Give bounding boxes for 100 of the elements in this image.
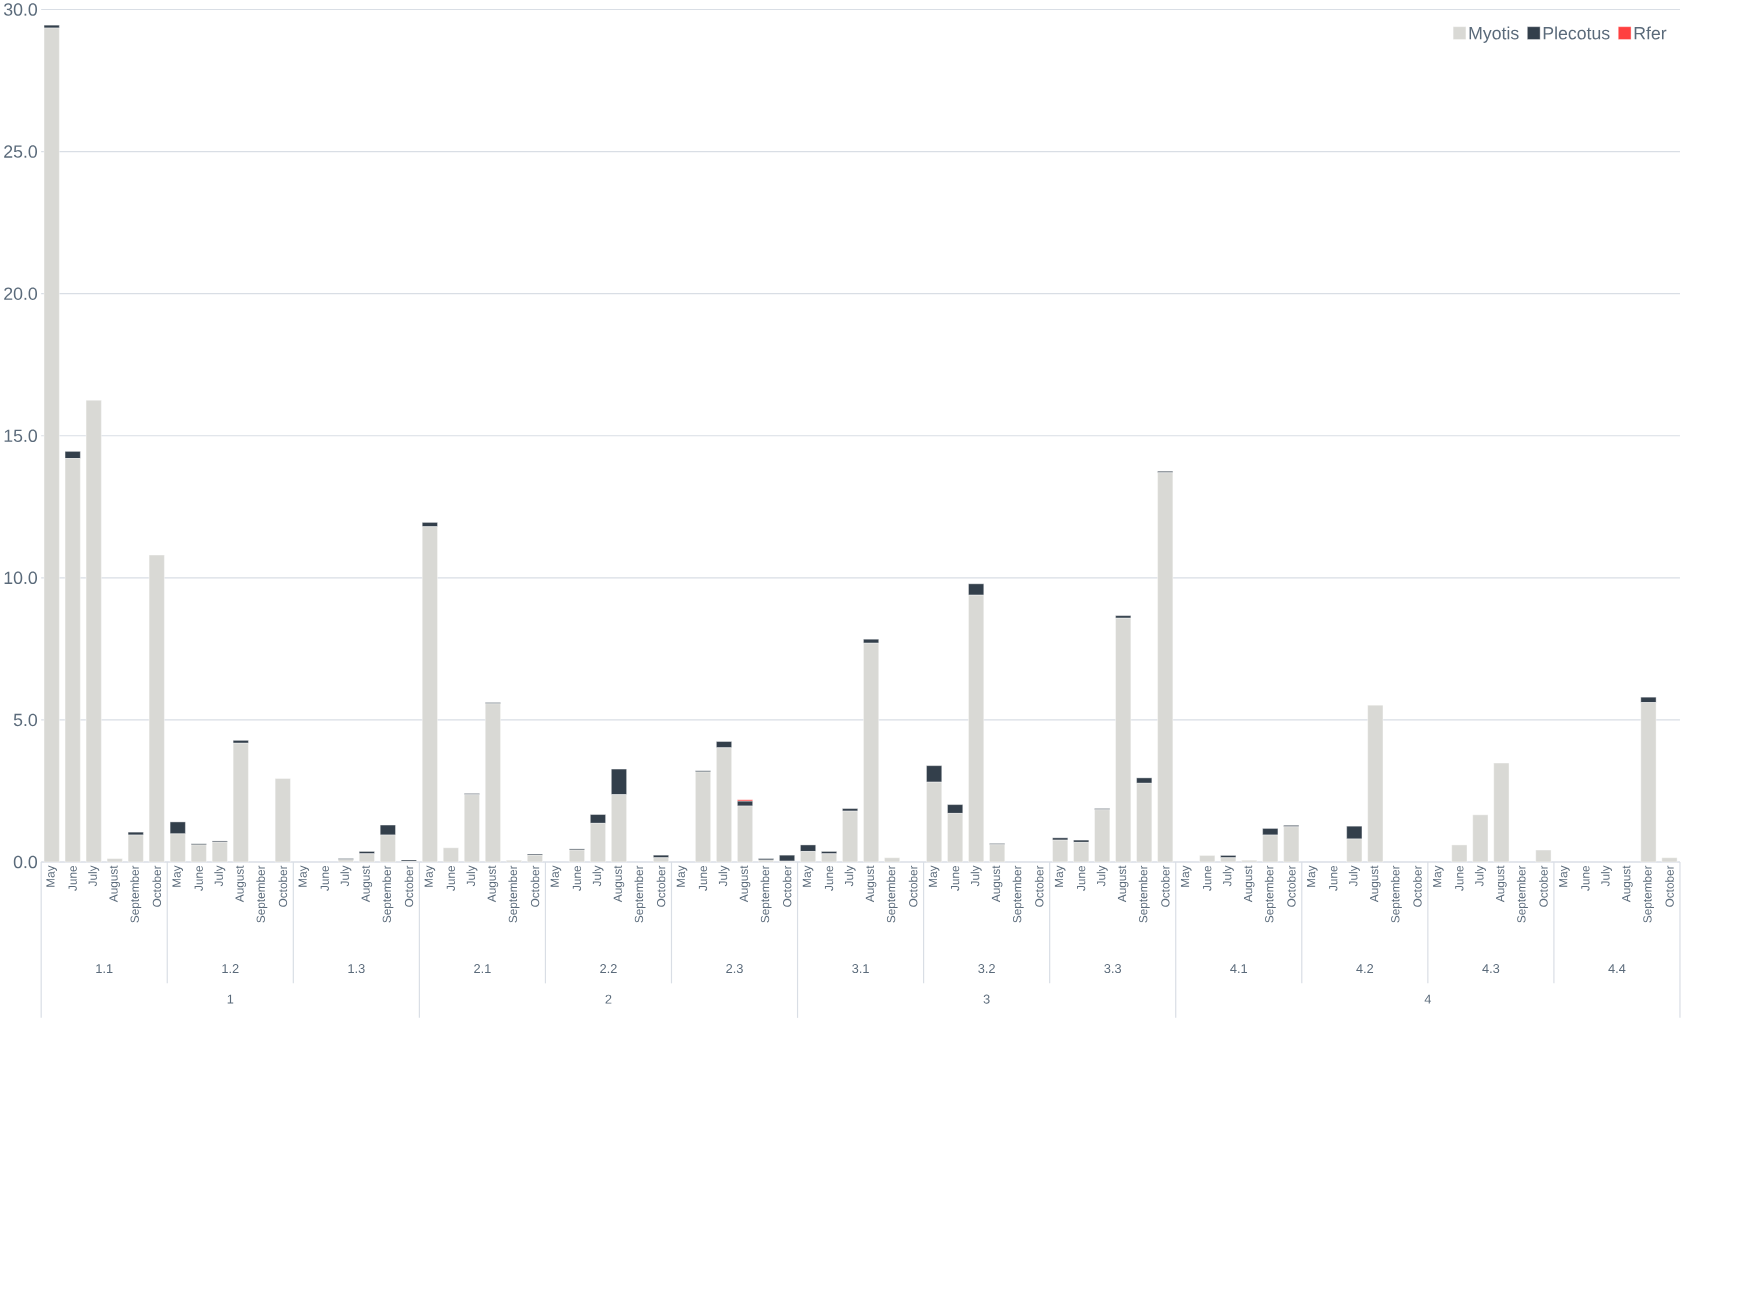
x-tick-label: July (844, 865, 856, 887)
x-tick-label: July (1096, 865, 1108, 887)
x-tick-label: July (718, 865, 730, 887)
x-tick-label: June (824, 866, 834, 891)
text: 1.3 (348, 964, 365, 974)
x-tick-label: May (424, 865, 436, 887)
x-tick-label: July (592, 865, 604, 887)
x-tick-label: May (1559, 865, 1570, 887)
text: 3.1 (852, 964, 869, 974)
text: 1.1 (96, 964, 113, 973)
x-tick-label: June (446, 866, 455, 891)
x-tick-label: October (1286, 865, 1296, 907)
x-tick-label: June (1455, 866, 1464, 891)
x-tick-label: August (613, 865, 625, 903)
x-tick-label: June (1077, 866, 1086, 891)
x-tick-label: September (634, 865, 646, 923)
x-tick-label: September (1390, 865, 1402, 923)
x-tick-label: September (1138, 865, 1150, 923)
x-tick-label: August (1370, 865, 1381, 903)
x-tick-label: October (656, 865, 666, 907)
x-tick-label: September (508, 865, 520, 923)
text: 4.4 (1608, 964, 1626, 973)
x-tick-label: September (1516, 865, 1528, 923)
text: 3.2 (978, 964, 995, 974)
x-tick-label: August (1117, 865, 1129, 903)
x-tick-label: October (152, 865, 162, 907)
x-tick-label: October (1160, 865, 1170, 907)
x-tick-label: June (320, 866, 329, 891)
x-tick-label: August (1496, 865, 1507, 903)
y-tick-label: 25.0 (4, 145, 38, 158)
x-tick-label: July (340, 865, 352, 887)
x-tick-label: August (487, 865, 499, 903)
text: 4.3 (1482, 964, 1500, 974)
x-tick-label: August (1243, 865, 1255, 903)
x-tick-label: May (676, 865, 688, 887)
legend-label: Plecotus (1543, 26, 1610, 40)
text: 2 (605, 994, 612, 1004)
x-tick-label: July (1600, 865, 1612, 887)
x-tick-label: September (130, 865, 142, 923)
text: 4.1 (1230, 964, 1248, 973)
x-tick-label: August (991, 865, 1003, 903)
x-tick-label: June (1329, 866, 1338, 891)
x-tick-label: October (404, 865, 414, 907)
x-tick-label: May (1307, 865, 1318, 887)
x-tick-label: October (908, 865, 918, 907)
text: 3 (983, 994, 990, 1004)
x-tick-label: September (760, 865, 772, 923)
y-tick-label: 0.0 (13, 855, 38, 869)
x-tick-label: August (865, 865, 877, 903)
x-tick-label: September (1012, 865, 1024, 923)
y-tick-label: 15.0 (4, 429, 38, 443)
y-tick-label: 30.0 (3, 3, 38, 16)
x-tick-label: May (550, 865, 562, 887)
x-tick-label: June (68, 866, 77, 891)
x-tick-label: October (1665, 865, 1674, 907)
x-tick-label: May (928, 865, 940, 887)
x-tick-label: September (886, 865, 898, 923)
x-tick-label: July (466, 865, 478, 887)
legend-label: Myotis (1469, 26, 1519, 43)
text: 4.2 (1356, 964, 1374, 974)
x-tick-label: May (1180, 865, 1192, 887)
x-tick-label: June (951, 866, 960, 891)
x-tick-label: October (1413, 865, 1422, 907)
x-tick-label: June (194, 866, 203, 891)
x-tick-label: July (88, 865, 100, 887)
x-tick-label: July (214, 865, 226, 887)
y-tick-label: 20.0 (4, 287, 38, 300)
x-tick-label: May (1054, 865, 1066, 887)
x-tick-label: October (782, 865, 792, 907)
x-tick-label: May (298, 865, 310, 887)
y-tick-label: 10.0 (4, 571, 38, 585)
x-tick-label: June (1581, 866, 1590, 891)
x-tick-label: October (278, 865, 288, 907)
x-tick-label: June (1203, 866, 1212, 891)
text: 2.2 (600, 964, 617, 974)
x-tick-label: August (1622, 865, 1633, 903)
x-tick-label: October (530, 865, 540, 907)
x-tick-label: July (1222, 865, 1234, 887)
text: 2.1 (474, 964, 491, 974)
text: 3.3 (1104, 964, 1122, 974)
x-tick-label: June (572, 866, 582, 891)
x-tick-label: May (802, 865, 814, 887)
y-tick-label: 5.0 (13, 713, 38, 727)
x-tick-label: August (739, 865, 751, 903)
x-tick-label: August (235, 865, 247, 903)
x-tick-label: May (1433, 865, 1444, 887)
text: 4 (1424, 994, 1432, 1004)
x-tick-label: August (361, 865, 373, 903)
text: 2.3 (726, 964, 743, 974)
x-tick-label: October (1034, 865, 1044, 907)
x-tick-label: July (1348, 865, 1360, 887)
x-tick-label: July (970, 865, 982, 887)
x-tick-label: June (698, 866, 708, 891)
x-tick-label: July (1474, 865, 1486, 887)
legend-label: Rfer (1634, 26, 1667, 40)
x-tick-label: September (256, 865, 268, 923)
x-tick-label: May (46, 865, 57, 887)
text: 1 (227, 994, 234, 1004)
text: 1.2 (222, 964, 239, 974)
x-tick-label: September (382, 865, 394, 923)
